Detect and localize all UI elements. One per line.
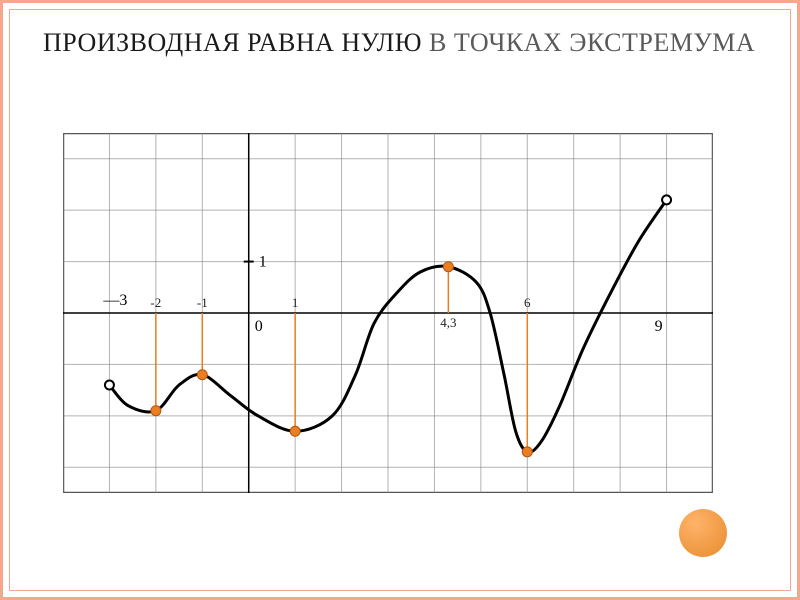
decor-circle-icon (679, 509, 727, 557)
extremum-marker (522, 447, 532, 457)
extremum-marker (151, 406, 161, 416)
x-label-9: 9 (655, 318, 663, 335)
curve-endpoint (105, 381, 114, 390)
extremum-label: -1 (197, 295, 208, 310)
curve-endpoint (662, 195, 671, 204)
extremum-label: 4,3 (440, 315, 456, 330)
extremum-label: 1 (292, 295, 299, 310)
chart-area: 1 0 —3 9 -2 -1 1 4,3 6 (63, 133, 713, 493)
slide-title: ПРОИЗВОДНАЯ РАВНА НУЛЮ В ТОЧКАХ ЭКСТРЕМУ… (43, 27, 757, 60)
slide: ПРОИЗВОДНАЯ РАВНА НУЛЮ В ТОЧКАХ ЭКСТРЕМУ… (0, 0, 800, 600)
origin-label: 0 (255, 318, 263, 335)
chart-svg: 1 0 —3 9 -2 -1 1 4,3 6 (63, 133, 713, 493)
title-emphasis: ПРОИЗВОДНАЯ РАВНА НУЛЮ (43, 28, 422, 57)
extremum-marker (443, 262, 453, 272)
extremum-label: 6 (524, 295, 531, 310)
extremum-marker (197, 370, 207, 380)
extremum-label: -2 (150, 295, 161, 310)
title-rest: В ТОЧКАХ ЭКСТРЕМУМА (422, 28, 755, 57)
y-tick-label-1: 1 (259, 254, 267, 271)
x-label-minus3: —3 (102, 292, 127, 309)
extremum-marker (290, 426, 300, 436)
